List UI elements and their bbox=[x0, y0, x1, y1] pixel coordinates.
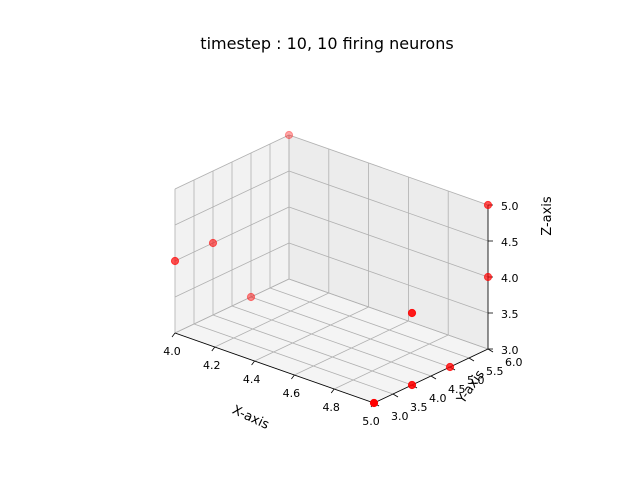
z-tick-label: 4.0 bbox=[501, 272, 519, 285]
y-gridline-floor bbox=[269, 287, 470, 359]
x-tick-label: 4.8 bbox=[322, 401, 340, 414]
y-tick-label: 4.5 bbox=[448, 383, 466, 396]
z-axis-label: Z-axis bbox=[540, 196, 555, 236]
z-gridline-right bbox=[288, 278, 489, 350]
data-point bbox=[445, 362, 455, 372]
x-tick-label: 4.4 bbox=[243, 373, 261, 386]
y-tick-mark bbox=[487, 348, 494, 353]
z-gridline-right bbox=[288, 134, 489, 206]
y-tick-label: 3.5 bbox=[410, 401, 428, 414]
data-point bbox=[208, 238, 218, 248]
y-tick-label: 3.0 bbox=[391, 410, 409, 423]
x-axis-line bbox=[174, 332, 375, 404]
y-tick-label: 5.5 bbox=[486, 365, 504, 378]
y-gridline-floor bbox=[250, 296, 451, 368]
z-tick-label: 4.5 bbox=[501, 236, 519, 249]
z-gridline-left bbox=[174, 278, 290, 334]
z-tick-label: 5.0 bbox=[501, 200, 519, 213]
y-tick-mark bbox=[392, 393, 399, 398]
z-gridline-right bbox=[288, 170, 489, 242]
data-point bbox=[284, 130, 294, 140]
x-tick-mark bbox=[211, 346, 216, 352]
data-point bbox=[369, 398, 379, 408]
y-gridline-floor bbox=[212, 314, 413, 386]
data-points bbox=[170, 130, 493, 408]
x-tick-mark bbox=[171, 332, 176, 338]
z-gridline-left bbox=[174, 134, 290, 190]
y-gridline-floor bbox=[231, 305, 432, 377]
y-tick-mark bbox=[430, 375, 437, 380]
z-gridline-right bbox=[288, 206, 489, 278]
y-tick-mark bbox=[468, 357, 475, 362]
z-gridline-right bbox=[288, 242, 489, 314]
x-tick-mark bbox=[291, 374, 295, 380]
z-tick-label: 3.0 bbox=[501, 344, 519, 357]
x-tick-label: 4.6 bbox=[283, 387, 301, 400]
tick-labels: 4.04.24.44.64.85.0 3.03.54.04.55.05.56.03… bbox=[163, 200, 522, 428]
x-tick-mark bbox=[330, 388, 335, 394]
y-gridline-floor bbox=[193, 323, 394, 395]
chart-title: timestep : 10, 10 firing neurons bbox=[200, 34, 453, 53]
data-point bbox=[483, 200, 493, 210]
z-gridline-left bbox=[174, 170, 290, 226]
x-tick-label: 4.2 bbox=[203, 359, 221, 372]
data-point bbox=[246, 292, 256, 302]
x-tick-label: 5.0 bbox=[362, 415, 380, 428]
y-tick-label: 4.0 bbox=[429, 392, 447, 405]
y-tick-label: 6.0 bbox=[505, 356, 523, 369]
z-gridline-left bbox=[174, 206, 290, 262]
data-point bbox=[407, 308, 417, 318]
data-point bbox=[483, 272, 493, 282]
data-point bbox=[407, 380, 417, 390]
x-tick-label: 4.0 bbox=[163, 345, 181, 358]
y-tick-label: 5.0 bbox=[467, 374, 485, 387]
x-tick-mark bbox=[251, 360, 255, 366]
z-gridline-left bbox=[174, 242, 290, 298]
data-point bbox=[170, 256, 180, 266]
z-tick-label: 3.5 bbox=[501, 308, 519, 321]
